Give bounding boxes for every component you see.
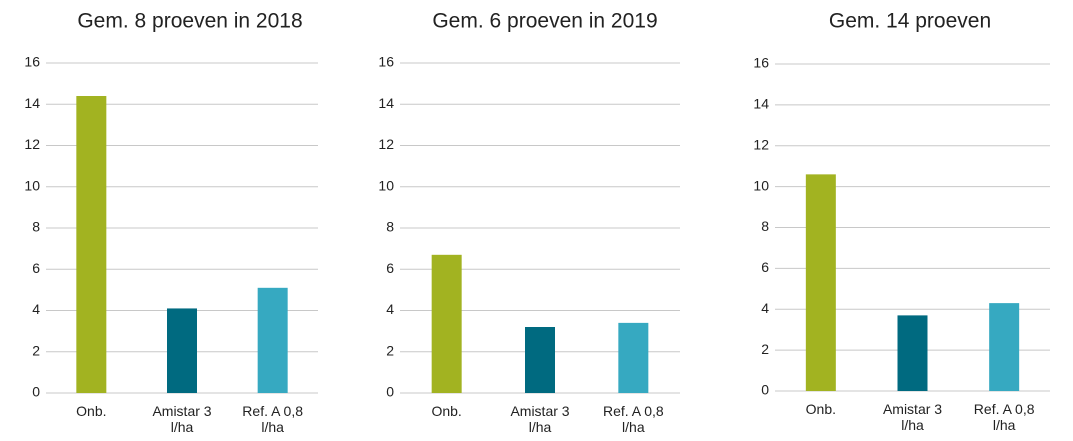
y-tick-label: 8 xyxy=(32,219,40,235)
y-tick-label: 0 xyxy=(32,384,40,400)
y-tick-label: 12 xyxy=(378,136,394,152)
x-tick-label: Ref. A 0,8 l/ha xyxy=(973,401,1035,433)
y-tick-label: 14 xyxy=(753,96,769,112)
x-tick-label: Amistar 3 l/ha xyxy=(152,403,212,435)
y-tick-label: 8 xyxy=(386,219,394,235)
y-tick-label: 16 xyxy=(378,54,394,70)
bar xyxy=(897,315,928,391)
y-tick-label: 14 xyxy=(378,95,394,111)
y-tick-label: 10 xyxy=(24,177,40,193)
x-tick-label: Ref. A 0,8 l/ha xyxy=(602,403,664,435)
bar xyxy=(618,322,649,393)
x-tick-label: Amistar 3 l/ha xyxy=(510,403,570,435)
y-tick-label: 14 xyxy=(24,95,40,111)
bar xyxy=(76,96,107,393)
y-tick-label: 16 xyxy=(753,55,769,71)
y-tick-label: 4 xyxy=(386,301,394,317)
y-tick-label: 6 xyxy=(386,260,394,276)
y-tick-label: 2 xyxy=(386,342,394,358)
bar xyxy=(525,327,555,393)
y-tick-label: 12 xyxy=(753,136,769,152)
y-tick-label: 10 xyxy=(753,177,769,193)
y-tick-label: 2 xyxy=(761,341,769,357)
y-tick-label: 6 xyxy=(761,259,769,275)
y-tick-label: 2 xyxy=(32,342,40,358)
y-tick-label: 0 xyxy=(761,382,769,398)
y-tick-label: 12 xyxy=(24,136,40,152)
bar xyxy=(805,174,836,391)
y-tick-label: 10 xyxy=(378,177,394,193)
x-tick-label: Amistar 3 l/ha xyxy=(882,401,943,433)
bar xyxy=(431,254,462,393)
y-tick-label: 0 xyxy=(386,384,394,400)
y-tick-label: 4 xyxy=(32,301,40,317)
chart-title: Gem. 6 proeven in 2019 xyxy=(432,10,657,33)
x-tick-label: Ref. A 0,8 l/ha xyxy=(242,403,304,435)
x-tick-label: Onb. xyxy=(805,401,836,417)
chart-title: Gem. 14 proeven xyxy=(829,10,991,33)
y-tick-label: 4 xyxy=(761,300,769,316)
y-tick-label: 8 xyxy=(761,218,769,234)
y-tick-label: 16 xyxy=(24,54,40,70)
bar xyxy=(257,287,288,393)
bar xyxy=(989,303,1020,391)
y-tick-label: 6 xyxy=(32,260,40,276)
chart-title: Gem. 8 proeven in 2018 xyxy=(77,10,302,33)
x-tick-label: Onb. xyxy=(76,403,107,419)
x-tick-label: Onb. xyxy=(431,403,462,419)
bar xyxy=(167,308,197,393)
